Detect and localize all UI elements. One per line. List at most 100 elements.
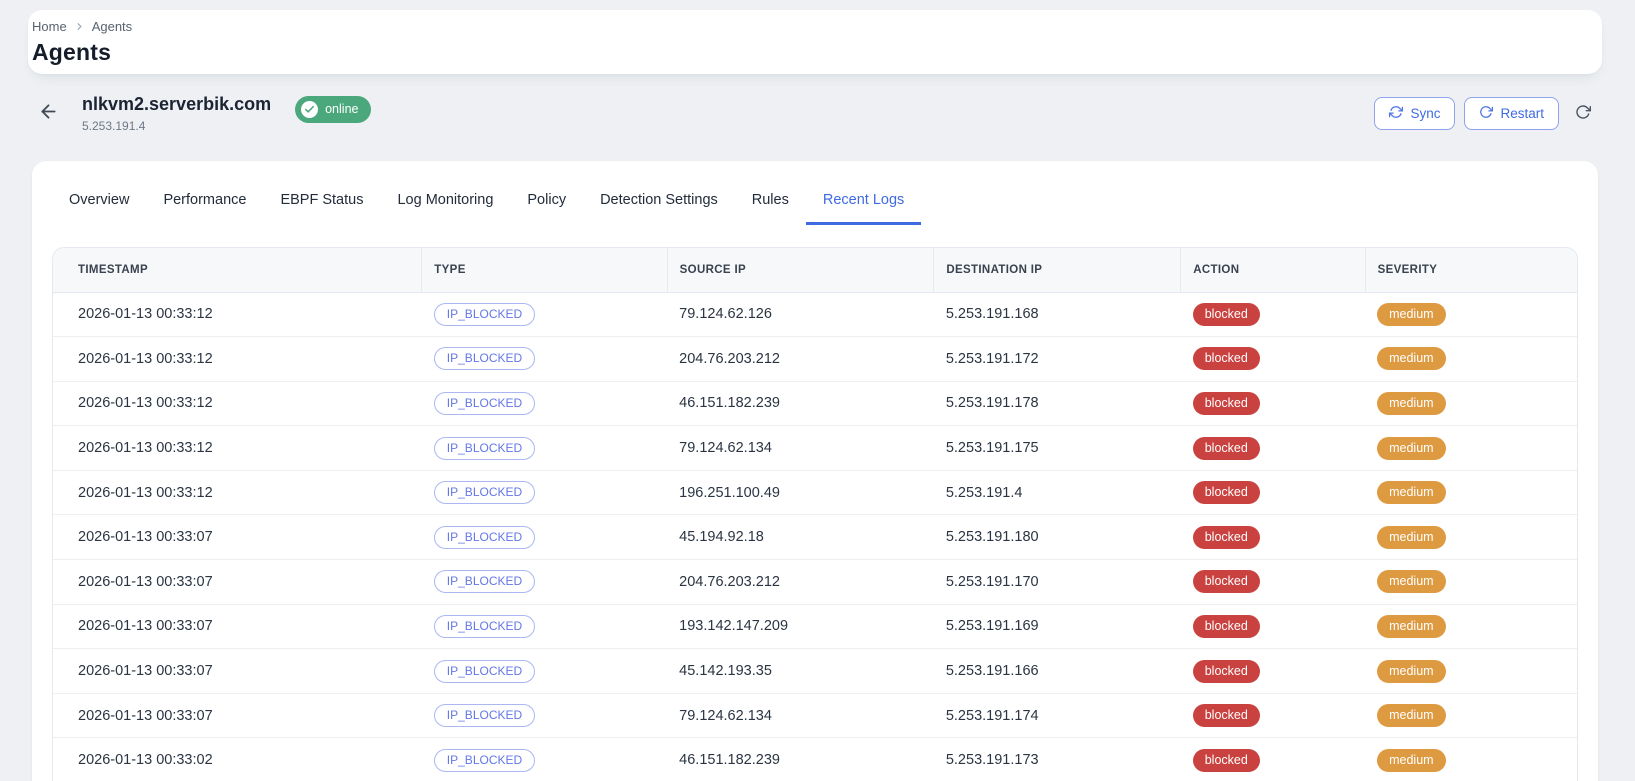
- timestamp-value: 2026-01-13 00:33:12: [78, 440, 213, 457]
- destination-ip-value: 5.253.191.175: [945, 440, 1039, 457]
- severity-badge: medium: [1377, 391, 1446, 415]
- type-badge: IP_BLOCKED: [433, 525, 536, 549]
- timestamp-cell: 2026-01-13 00:33:12: [53, 336, 422, 382]
- tab-log-monitoring[interactable]: Log Monitoring: [397, 192, 494, 208]
- severity-badge: medium: [1377, 302, 1446, 326]
- type-cell: IP_BLOCKED: [421, 425, 668, 471]
- destination-ip-value: 5.253.191.172: [945, 350, 1039, 367]
- table-row: 2026-01-13 00:33:07 IP_BLOCKED 193.142.1…: [53, 604, 1577, 650]
- type-badge: IP_BLOCKED: [433, 748, 536, 772]
- severity-cell: medium: [1365, 292, 1577, 338]
- action-badge: blocked: [1192, 347, 1260, 371]
- source-ip-cell: 204.76.203.212: [667, 559, 934, 605]
- source-ip-cell: 79.124.62.134: [667, 425, 934, 471]
- destination-ip-value: 5.253.191.4: [945, 484, 1023, 501]
- action-badge: blocked: [1192, 525, 1260, 549]
- action-cell: blocked: [1180, 381, 1366, 427]
- tab-recent-logs[interactable]: Recent Logs: [805, 180, 922, 225]
- back-button[interactable]: [35, 100, 61, 126]
- action-cell: blocked: [1180, 604, 1366, 650]
- timestamp-value: 2026-01-13 00:33:12: [78, 306, 213, 323]
- type-badge: IP_BLOCKED: [433, 436, 536, 460]
- timestamp-cell: 2026-01-13 00:33:07: [53, 693, 422, 739]
- severity-cell: medium: [1365, 336, 1577, 382]
- destination-ip-value: 5.253.191.169: [945, 618, 1039, 635]
- tab-bar: Overview Performance EBPF Status Log Monito…: [52, 180, 1578, 225]
- destination-ip-cell: 5.253.191.175: [933, 425, 1181, 471]
- restart-icon: [1479, 105, 1494, 122]
- severity-badge: medium: [1377, 525, 1446, 549]
- severity-badge: medium: [1377, 659, 1446, 683]
- breadcrumb: Home Agents: [32, 19, 1602, 34]
- type-badge: IP_BLOCKED: [433, 481, 536, 505]
- action-cell: blocked: [1180, 693, 1366, 739]
- sync-button[interactable]: Sync: [1374, 96, 1456, 130]
- severity-cell: medium: [1365, 425, 1577, 471]
- restart-button[interactable]: Restart: [1464, 96, 1559, 130]
- destination-ip-cell: 5.253.191.180: [933, 514, 1181, 561]
- table-row: 2026-01-13 00:33:12 IP_BLOCKED 204.76.20…: [53, 336, 1577, 382]
- type-cell: IP_BLOCKED: [421, 381, 668, 427]
- destination-ip-cell: 5.253.191.169: [933, 604, 1181, 650]
- source-ip-value: 204.76.203.212: [679, 350, 780, 367]
- source-ip-value: 46.151.182.239: [679, 752, 780, 769]
- tab-overview[interactable]: Overview: [69, 192, 130, 208]
- timestamp-cell: 2026-01-13 00:33:07: [53, 604, 422, 650]
- tab-rules[interactable]: Rules: [751, 192, 789, 208]
- source-ip-cell: 45.142.193.35: [667, 648, 934, 694]
- severity-cell: medium: [1365, 514, 1577, 561]
- tab-performance[interactable]: Performance: [163, 192, 247, 208]
- severity-badge: medium: [1377, 481, 1446, 505]
- severity-cell: medium: [1365, 737, 1577, 781]
- breadcrumb-current: Agents: [91, 19, 133, 34]
- severity-cell: medium: [1365, 604, 1577, 650]
- destination-ip-value: 5.253.191.170: [945, 573, 1039, 590]
- refresh-button[interactable]: [1575, 104, 1592, 123]
- table-header-row: TIMESTAMP TYPE SOURCE IP DESTINATION IP …: [53, 248, 1577, 293]
- timestamp-cell: 2026-01-13 00:33:07: [53, 559, 422, 605]
- action-badge: blocked: [1192, 302, 1260, 326]
- timestamp-value: 2026-01-13 00:33:07: [78, 529, 213, 546]
- severity-badge: medium: [1377, 704, 1446, 728]
- sync-button-label: Sync: [1410, 105, 1441, 121]
- timestamp-cell: 2026-01-13 00:33:12: [53, 292, 422, 338]
- source-ip-cell: 204.76.203.212: [667, 336, 934, 382]
- source-ip-cell: 46.151.182.239: [667, 737, 934, 781]
- table-row: 2026-01-13 00:33:02 IP_BLOCKED 46.151.18…: [53, 737, 1577, 781]
- source-ip-value: 79.124.62.126: [679, 306, 772, 323]
- column-header-action: ACTION: [1180, 248, 1366, 293]
- action-cell: blocked: [1180, 648, 1366, 694]
- tab-detection-settings[interactable]: Detection Settings: [600, 192, 718, 208]
- type-cell: IP_BLOCKED: [421, 292, 668, 338]
- arrow-left-icon: [38, 101, 59, 125]
- action-badge: blocked: [1192, 391, 1260, 415]
- tab-ebpf-status[interactable]: EBPF Status: [280, 192, 364, 208]
- source-ip-cell: 79.124.62.134: [667, 693, 934, 739]
- source-ip-value: 79.124.62.134: [679, 707, 772, 724]
- restart-button-label: Restart: [1500, 105, 1544, 121]
- action-badge: blocked: [1192, 748, 1260, 772]
- timestamp-value: 2026-01-13 00:33:12: [78, 350, 213, 367]
- status-badge: online: [295, 95, 372, 123]
- agent-header: nlkvm2.serverbik.com 5.253.191.4 online …: [28, 88, 1602, 138]
- type-cell: IP_BLOCKED: [421, 336, 668, 382]
- timestamp-cell: 2026-01-13 00:33:12: [53, 381, 422, 427]
- destination-ip-value: 5.253.191.180: [945, 529, 1039, 546]
- table-row: 2026-01-13 00:33:12 IP_BLOCKED 196.251.1…: [53, 470, 1577, 516]
- table-row: 2026-01-13 00:33:07 IP_BLOCKED 45.194.92…: [53, 514, 1577, 561]
- table-row: 2026-01-13 00:33:07 IP_BLOCKED 45.142.19…: [53, 648, 1577, 694]
- type-badge: IP_BLOCKED: [433, 347, 536, 371]
- action-cell: blocked: [1180, 559, 1366, 605]
- sync-icon: [1389, 105, 1404, 122]
- severity-cell: medium: [1365, 648, 1577, 694]
- action-badge: blocked: [1192, 436, 1260, 460]
- breadcrumb-home-link[interactable]: Home: [32, 19, 67, 34]
- type-badge: IP_BLOCKED: [433, 570, 536, 594]
- type-cell: IP_BLOCKED: [421, 737, 668, 781]
- recent-logs-table: TIMESTAMP TYPE SOURCE IP DESTINATION IP …: [52, 247, 1578, 781]
- severity-cell: medium: [1365, 559, 1577, 605]
- action-cell: blocked: [1180, 336, 1366, 382]
- tab-policy[interactable]: Policy: [527, 192, 567, 208]
- action-badge: blocked: [1192, 659, 1260, 683]
- table-row: 2026-01-13 00:33:12 IP_BLOCKED 46.151.18…: [53, 381, 1577, 427]
